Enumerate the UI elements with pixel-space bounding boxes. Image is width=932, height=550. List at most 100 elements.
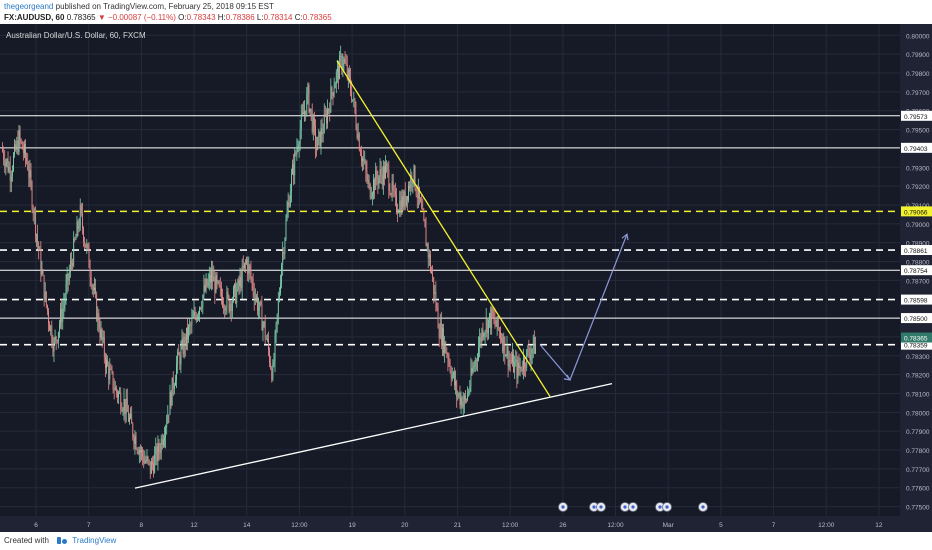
flag-icon[interactable] (698, 502, 708, 512)
candle-body (382, 166, 384, 185)
candle-body (166, 422, 168, 428)
candle-body (272, 364, 274, 380)
candle-body (20, 139, 22, 142)
candle-body (368, 180, 370, 184)
candle-body (512, 353, 513, 363)
projection-arrowhead[interactable] (563, 374, 572, 381)
price-chart[interactable]: 0.800000.799000.798000.797000.796000.795… (0, 24, 932, 532)
candle-body (131, 413, 133, 424)
candle-body (4, 159, 6, 167)
candles (2, 45, 536, 479)
candle-body (55, 336, 57, 341)
candle-body (59, 324, 60, 332)
projection-arrow[interactable] (539, 233, 629, 381)
candle-body (229, 303, 231, 312)
y-tick-label: 0.79000 (906, 222, 930, 229)
price-level-badge (901, 245, 932, 256)
candle-body (122, 410, 124, 412)
event-icons[interactable] (558, 502, 708, 512)
time-axis[interactable] (0, 516, 900, 532)
candle-body (349, 69, 350, 78)
y-tick-label: 0.77700 (906, 467, 930, 474)
symbol-label[interactable]: FX:AUDUSD, 60 (4, 13, 65, 22)
candle-body (38, 242, 40, 251)
flag-icon[interactable] (655, 502, 672, 512)
candle-body (486, 319, 488, 334)
price-axis[interactable] (900, 24, 932, 532)
candle-body (416, 195, 418, 198)
candle-body (183, 337, 185, 355)
candle-body (256, 296, 257, 298)
candle-body (207, 280, 209, 287)
candle-body (173, 385, 175, 390)
flag-icon[interactable] (620, 502, 638, 512)
descending-trendline[interactable] (336, 60, 551, 397)
candle-body (71, 261, 72, 263)
candle-body (234, 284, 235, 288)
candle-body (288, 202, 290, 207)
candle-body (330, 87, 332, 113)
candle-body (516, 359, 518, 379)
price-level-label: 0.78359 (904, 343, 928, 350)
candle-body (323, 114, 325, 133)
x-tick-label: 19 (348, 522, 356, 529)
flag-icon[interactable] (589, 502, 606, 512)
current-price-badge (901, 332, 932, 343)
candle-body (236, 289, 238, 303)
open-label: O: (178, 13, 187, 22)
candle-body (379, 169, 381, 177)
projection-up-segment[interactable] (569, 233, 628, 381)
projection-arrowhead[interactable] (621, 233, 629, 241)
candle-body (87, 244, 89, 247)
candle-body (169, 392, 171, 415)
candle-body (478, 347, 479, 360)
candle-body (120, 392, 122, 410)
candle-body (503, 336, 505, 351)
candle-body (94, 288, 95, 290)
candle-body (316, 147, 318, 151)
candle-body (123, 399, 125, 411)
candle-body (233, 287, 234, 302)
candle-body (297, 148, 299, 149)
candle-body (415, 188, 417, 196)
candle-body (217, 281, 219, 283)
y-tick-label: 0.79800 (906, 71, 930, 78)
candle-body (401, 196, 403, 214)
candle-body (164, 437, 165, 441)
candle-body (319, 131, 321, 147)
candle-body (532, 337, 534, 350)
support-trendline[interactable] (134, 383, 613, 489)
projection-down-segment[interactable] (539, 344, 571, 381)
x-tick-label: 12:00 (291, 522, 308, 529)
candle-body (17, 140, 19, 153)
flag-icon[interactable] (558, 502, 568, 512)
candle-body (460, 397, 462, 405)
candle-body (178, 351, 180, 356)
candle-body (97, 313, 99, 321)
candle-body (284, 238, 286, 254)
trend-lines[interactable] (134, 60, 613, 489)
candle-body (451, 374, 453, 379)
candle-body (322, 132, 324, 135)
candle-body (481, 329, 483, 343)
candle-body (488, 319, 489, 334)
candle-body (47, 305, 48, 312)
x-tick-label: 12 (875, 522, 883, 529)
candle-body (462, 402, 464, 408)
candle-body (477, 359, 478, 361)
candle-body (89, 267, 91, 278)
candle-body (485, 319, 487, 332)
candle-body (239, 276, 241, 287)
candle-body (263, 321, 265, 325)
candle-body (326, 114, 327, 124)
tradingview-link[interactable]: TradingView (72, 536, 117, 545)
candle-body (435, 292, 437, 308)
candle-body (370, 196, 372, 198)
candle-body (144, 460, 146, 464)
candle-body (276, 314, 278, 323)
candle-body (514, 362, 516, 373)
candle-body (387, 164, 389, 170)
author-link[interactable]: thegeorgeand (4, 2, 54, 11)
candle-body (447, 355, 449, 361)
candle-body (140, 450, 141, 452)
